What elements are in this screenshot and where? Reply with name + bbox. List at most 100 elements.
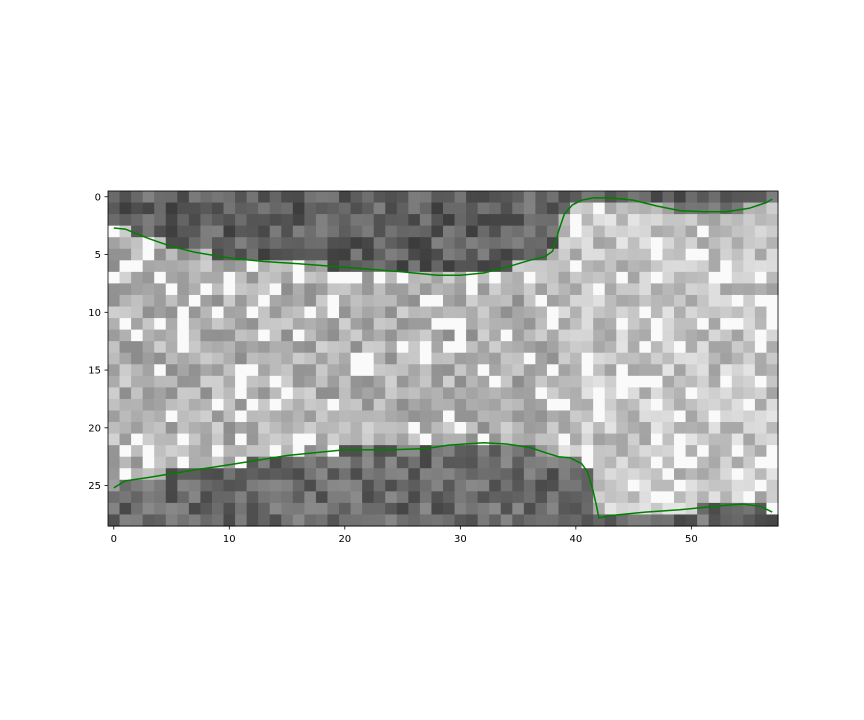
heatmap-cell — [697, 468, 710, 481]
heatmap-cell — [570, 225, 583, 238]
heatmap-cell — [570, 352, 583, 365]
heatmap-cell — [235, 433, 248, 446]
heatmap-cell — [535, 398, 548, 412]
heatmap-cell — [431, 502, 444, 516]
heatmap-cell — [315, 260, 329, 273]
heatmap-cell — [443, 329, 456, 342]
heatmap-cell — [639, 341, 652, 354]
heatmap-cell — [200, 445, 213, 458]
heatmap-cell — [362, 456, 375, 469]
heatmap-cell — [269, 341, 282, 354]
heatmap-cell — [731, 237, 744, 250]
heatmap-cell — [339, 202, 352, 215]
heatmap-cell — [119, 329, 132, 342]
heatmap-cell — [766, 352, 779, 365]
heatmap-cell — [119, 271, 132, 285]
heatmap-cell — [281, 410, 294, 423]
heatmap-cell — [327, 237, 340, 250]
heatmap-cell — [108, 341, 121, 354]
heatmap-cell — [593, 468, 606, 481]
heatmap-cell — [720, 341, 733, 354]
heatmap-cell — [685, 202, 698, 215]
heatmap-cell — [674, 329, 687, 342]
heatmap-cell — [431, 329, 444, 342]
heatmap-cell — [627, 398, 640, 412]
heatmap-cell — [546, 456, 560, 469]
heatmap-cell — [419, 433, 433, 446]
heatmap-cell — [304, 398, 317, 412]
heatmap-cell — [154, 202, 167, 215]
heatmap-cell — [258, 248, 271, 261]
heatmap-cell — [154, 422, 167, 435]
heatmap-cell — [385, 433, 398, 446]
heatmap-cell — [674, 202, 687, 215]
heatmap-cell — [454, 468, 467, 481]
heatmap-cell — [327, 271, 340, 285]
heatmap-cell — [754, 422, 768, 435]
heatmap-cell — [373, 214, 386, 227]
heatmap-cell — [246, 294, 259, 308]
heatmap-cell — [396, 514, 409, 527]
heatmap-cell — [165, 502, 178, 516]
heatmap-cell — [454, 294, 467, 308]
heatmap-cell — [570, 306, 583, 319]
heatmap-cell — [431, 468, 444, 481]
heatmap-cell — [165, 387, 178, 400]
heatmap-cell — [731, 294, 744, 308]
heatmap-cell — [269, 398, 282, 412]
heatmap-cell — [616, 237, 629, 250]
heatmap-cell — [315, 225, 329, 238]
heatmap-cell — [315, 202, 329, 215]
heatmap-cell — [454, 329, 467, 342]
heatmap-cell — [396, 341, 409, 354]
heatmap-cell — [419, 341, 433, 354]
heatmap-cell — [315, 329, 329, 342]
heatmap-cell — [177, 283, 190, 296]
heatmap-cell — [350, 225, 363, 238]
heatmap-cell — [200, 306, 213, 319]
heatmap-cell — [327, 375, 340, 388]
heatmap-cells — [108, 191, 779, 527]
heatmap-cell — [535, 260, 548, 273]
heatmap-cell — [292, 329, 305, 342]
heatmap-cell — [627, 248, 640, 261]
heatmap-cell — [662, 387, 675, 400]
heatmap-cell — [165, 214, 178, 227]
heatmap-cell — [616, 398, 629, 412]
heatmap-cell — [223, 191, 236, 204]
heatmap-cell — [211, 329, 225, 342]
heatmap-cell — [685, 479, 698, 492]
heatmap-cell — [362, 283, 375, 296]
heatmap-cell — [500, 479, 513, 492]
heatmap-cell — [466, 422, 479, 435]
heatmap-cell — [408, 271, 421, 285]
heatmap-cell — [188, 491, 202, 504]
heatmap-cell — [546, 283, 560, 296]
heatmap-cell — [754, 375, 768, 388]
heatmap-cell — [743, 341, 756, 354]
y-tick-label: 5 — [95, 250, 101, 261]
heatmap-cell — [119, 410, 132, 423]
heatmap-cell — [477, 283, 490, 296]
heatmap-cell — [154, 225, 167, 238]
heatmap-cell — [350, 271, 363, 285]
heatmap-cell — [281, 306, 294, 319]
heatmap-cell — [119, 456, 132, 469]
heatmap-cell — [142, 445, 155, 458]
heatmap-cell — [211, 445, 225, 458]
heatmap-cell — [558, 260, 571, 273]
heatmap-cell — [650, 375, 664, 388]
heatmap-cell — [304, 422, 317, 435]
heatmap-cell — [697, 422, 710, 435]
heatmap-cell — [108, 456, 121, 469]
heatmap-cell — [385, 306, 398, 319]
heatmap-cell — [431, 387, 444, 400]
heatmap-cell — [512, 445, 525, 458]
heatmap-cell — [419, 491, 433, 504]
heatmap-cell — [604, 364, 617, 377]
heatmap-cell — [327, 491, 340, 504]
heatmap-cell — [408, 514, 421, 527]
heatmap-cell — [581, 375, 594, 388]
heatmap-cell — [131, 433, 144, 446]
heatmap-cell — [477, 202, 490, 215]
